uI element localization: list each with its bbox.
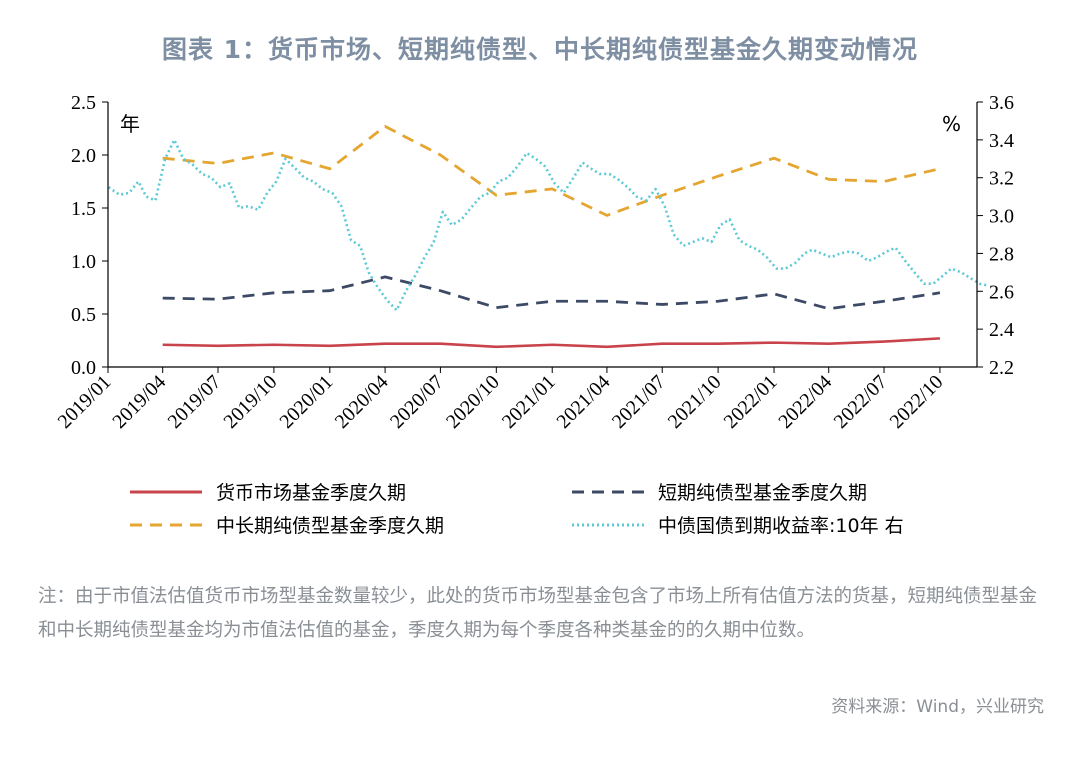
x-tick-label: 2019/04: [108, 371, 170, 433]
right-tick-label: 3.0: [989, 206, 1014, 228]
legend-label-4: 中债国债到期收益率:10年 右: [658, 515, 904, 537]
x-tick-label: 2022/04: [774, 371, 836, 433]
right-tick-label: 2.6: [989, 281, 1014, 303]
axes: 0.0 0.5 1.0 1.5 2.0 2.5 2.2 2.4 2.6 2.8 3.0 3.2 3.4 3…: [54, 92, 1014, 433]
x-tick-label: 2019/01: [54, 371, 116, 433]
right-tick-label: 3.6: [989, 92, 1014, 114]
x-tick-label: 2020/04: [331, 371, 393, 433]
legend-label-3: 中长期纯债型基金季度久期: [216, 515, 444, 537]
left-tick-label: 2.0: [71, 145, 96, 167]
x-tick-label: 2020/10: [442, 371, 504, 433]
plot-area: [107, 124, 989, 349]
footnote: 注：由于市值法估值货币市场型基金数量较少，此处的货币市场型基金包含了市场上所有估…: [38, 586, 1038, 641]
x-tick-label: 2020/07: [386, 371, 448, 433]
x-tick-label: 2022/10: [886, 371, 948, 433]
chart-title: 图表 1：货币市场、短期纯债型、中长期纯债型基金久期变动情况: [161, 35, 919, 64]
series-line-2: [162, 275, 941, 311]
left-tick-label: 2.5: [71, 92, 96, 114]
left-tick-label: 0.0: [71, 357, 96, 379]
right-tick-label: 2.8: [989, 243, 1014, 265]
left-axis-unit: 年: [120, 112, 140, 136]
x-tick-label: 2021/07: [608, 371, 670, 433]
x-tick-label: 2019/10: [220, 371, 282, 433]
line-chart: 0.0 0.5 1.0 1.5 2.0 2.5 2.2 2.4 2.6 2.8 3.0 3.2 3.4 3…: [54, 92, 1014, 537]
series-line-1: [162, 337, 941, 349]
left-tick-label: 0.5: [71, 304, 96, 326]
series-line-3: [162, 124, 941, 217]
x-tick-label: 2022/07: [830, 371, 892, 433]
x-tick-label: 2019/07: [164, 371, 226, 433]
left-tick-label: 1.5: [71, 198, 96, 220]
x-tick-label: 2022/01: [720, 371, 782, 433]
right-tick-label: 3.4: [989, 130, 1014, 152]
right-tick-label: 2.4: [989, 319, 1014, 341]
right-tick-label: 2.2: [989, 357, 1014, 379]
x-tick-label: 2020/01: [275, 371, 337, 433]
right-axis-unit: %: [942, 112, 961, 136]
legend-label-1: 货币市场基金季度久期: [216, 482, 406, 504]
right-tick-label: 3.2: [989, 168, 1014, 190]
source-note: 资料来源：Wind，兴业研究: [831, 697, 1044, 717]
x-tick-label: 2021/04: [553, 371, 615, 433]
left-tick-label: 1.0: [71, 251, 96, 273]
legend-label-2: 短期纯债型基金季度久期: [658, 482, 867, 504]
x-tick-label: 2021/10: [664, 371, 726, 433]
x-tick-label: 2021/01: [498, 371, 560, 433]
series-line-4: [107, 138, 989, 312]
